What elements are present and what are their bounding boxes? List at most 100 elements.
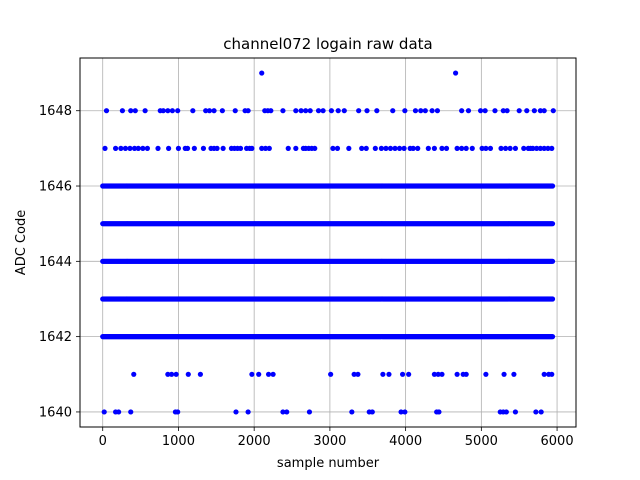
y-tick-label: 1642 xyxy=(39,330,72,345)
data-point xyxy=(399,371,406,377)
data-point xyxy=(412,108,419,114)
data-point xyxy=(507,145,513,151)
data-point xyxy=(521,145,527,151)
data-point xyxy=(435,371,441,377)
data-point xyxy=(479,145,485,151)
data-point xyxy=(118,145,124,151)
data-point xyxy=(504,108,510,114)
data-point xyxy=(144,145,150,151)
data-point xyxy=(524,108,530,114)
data-point xyxy=(541,371,547,377)
data-point xyxy=(550,108,556,114)
data-point xyxy=(341,108,347,114)
data-point xyxy=(431,371,437,377)
x-tick-label: 1000 xyxy=(162,434,195,449)
data-point xyxy=(386,371,392,377)
data-point xyxy=(392,145,398,151)
data-point xyxy=(165,108,171,114)
data-point xyxy=(140,145,146,151)
data-point xyxy=(346,145,352,151)
data-point xyxy=(165,371,171,377)
data-point xyxy=(335,108,341,114)
data-point xyxy=(122,145,129,151)
data-point xyxy=(197,371,203,377)
data-point xyxy=(541,145,547,151)
data-point xyxy=(211,108,217,114)
data-point xyxy=(425,145,431,151)
data-point xyxy=(307,108,313,114)
data-point xyxy=(387,145,394,151)
data-point xyxy=(349,409,355,415)
data-point xyxy=(469,145,475,151)
data-point xyxy=(315,108,322,114)
data-point xyxy=(237,145,244,151)
data-point xyxy=(401,145,407,151)
data-point xyxy=(406,371,412,377)
data-point xyxy=(483,371,489,377)
data-point xyxy=(356,108,362,114)
data-point xyxy=(459,108,465,114)
data-point xyxy=(200,145,207,151)
data-point xyxy=(102,145,108,151)
y-tick-label: 1640 xyxy=(39,405,72,420)
x-tick-label: 5000 xyxy=(465,434,498,449)
data-point xyxy=(256,371,262,377)
x-tick-label: 4000 xyxy=(389,434,422,449)
x-tick-label: 0 xyxy=(99,434,107,449)
chart-title: channel072 logain raw data xyxy=(223,35,432,53)
data-point xyxy=(531,108,537,114)
data-point xyxy=(203,108,209,114)
data-point xyxy=(512,145,519,151)
x-tick-label: 3000 xyxy=(313,434,346,449)
data-point xyxy=(436,409,442,415)
data-point xyxy=(293,108,299,114)
data-point xyxy=(185,371,191,377)
data-point xyxy=(351,371,357,377)
data-point xyxy=(169,108,175,114)
data-point xyxy=(245,108,251,114)
data-point xyxy=(116,409,122,415)
data-points xyxy=(100,70,556,415)
data-point xyxy=(266,145,272,151)
data-point xyxy=(500,108,506,114)
data-point xyxy=(369,409,375,415)
data-point xyxy=(549,334,556,340)
data-point xyxy=(503,409,509,415)
data-point xyxy=(402,409,408,415)
data-point xyxy=(465,108,472,114)
data-point xyxy=(169,371,175,377)
data-point xyxy=(233,409,239,415)
data-point xyxy=(359,145,365,151)
data-point xyxy=(390,108,396,114)
data-point xyxy=(280,409,286,415)
data-point xyxy=(363,145,369,151)
data-point xyxy=(541,108,547,114)
data-point xyxy=(112,145,119,151)
data-point xyxy=(328,108,335,114)
data-point xyxy=(533,409,539,415)
x-tick-label: 6000 xyxy=(541,434,574,449)
plot-frame xyxy=(79,57,577,428)
data-point xyxy=(549,145,555,151)
data-point xyxy=(501,371,507,377)
data-point xyxy=(549,258,556,264)
data-point xyxy=(284,409,290,415)
data-point xyxy=(422,108,428,114)
data-point xyxy=(128,108,134,114)
data-point xyxy=(268,108,274,114)
data-point xyxy=(538,409,544,415)
data-point xyxy=(545,145,551,151)
data-point xyxy=(534,145,540,151)
data-point xyxy=(492,108,498,114)
data-point xyxy=(155,145,161,151)
data-point xyxy=(280,108,286,114)
data-point xyxy=(190,108,196,114)
data-point xyxy=(131,371,137,377)
data-point xyxy=(418,108,424,114)
data-point xyxy=(434,108,441,114)
data-point xyxy=(175,145,182,151)
data-point xyxy=(549,183,556,189)
data-point xyxy=(214,145,220,151)
data-point xyxy=(459,145,465,151)
